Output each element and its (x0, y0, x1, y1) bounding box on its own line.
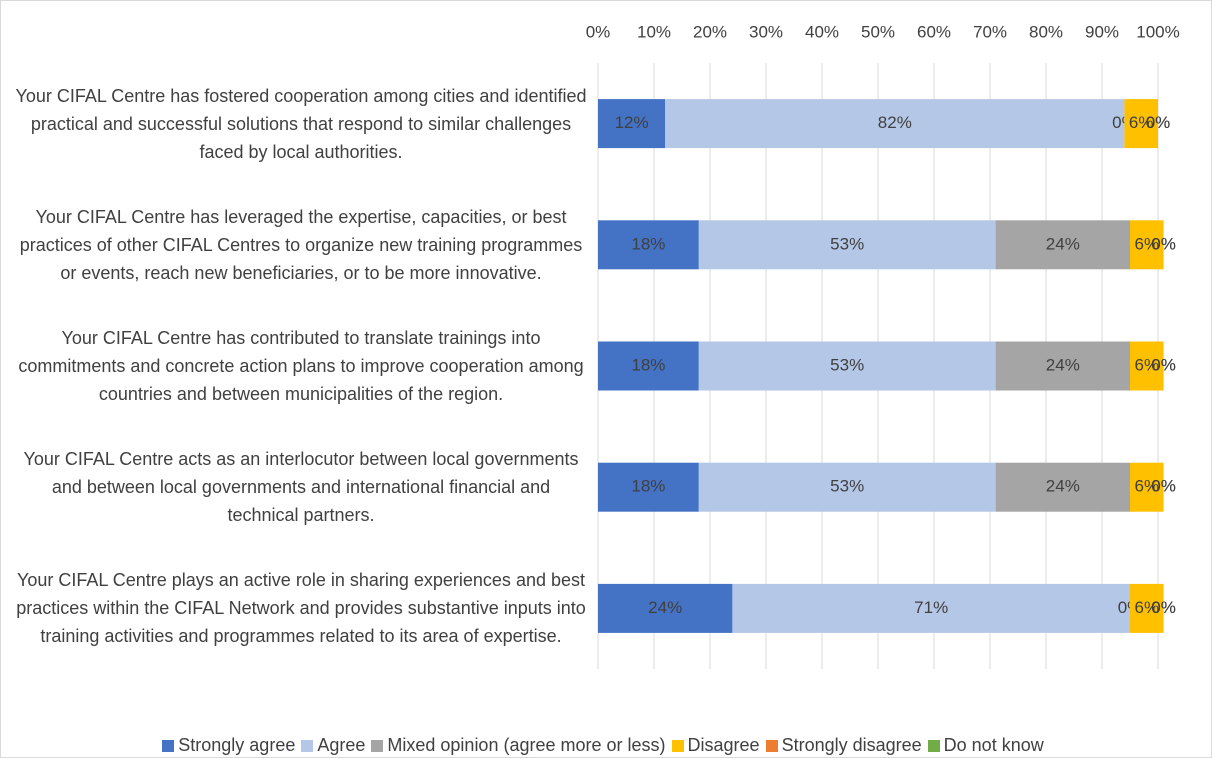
legend-label: Strongly agree (178, 735, 296, 755)
bar-segment (698, 341, 996, 391)
bar-segment (598, 99, 666, 149)
legend-swatch (301, 739, 314, 752)
x-tick-label: 60% (917, 22, 951, 41)
data-label: 0% (1151, 234, 1176, 253)
x-tick-label: 10% (637, 22, 671, 41)
data-label: 6% (1135, 598, 1160, 617)
data-label: 6% (1135, 234, 1160, 253)
bar-segment (1130, 462, 1164, 512)
bar-segment (698, 462, 996, 512)
data-label: 0% (1151, 477, 1176, 496)
category-label: Your CIFAL Centre plays an active role i… (16, 570, 586, 647)
data-label: 6% (1129, 113, 1154, 132)
legend-label: Do not know (943, 735, 1044, 755)
x-tick-label: 40% (805, 22, 839, 41)
x-tick-label: 70% (973, 22, 1007, 41)
data-label: 24% (1046, 234, 1080, 253)
legend-item: Disagree (671, 735, 760, 756)
x-tick-label: 100% (1136, 22, 1179, 41)
data-label: 24% (1046, 355, 1080, 374)
data-label: 18% (631, 234, 665, 253)
data-label: 0% (1151, 598, 1176, 617)
bar-segment (598, 583, 733, 633)
x-tick-label: 20% (693, 22, 727, 41)
legend-swatch (671, 739, 684, 752)
bar-segment (598, 341, 699, 391)
data-label: 0% (1151, 598, 1176, 617)
x-tick-label: 90% (1085, 22, 1119, 41)
legend-item: Strongly disagree (765, 735, 922, 756)
bar-segment (1130, 583, 1164, 633)
data-label: 53% (830, 355, 864, 374)
x-tick-label: 50% (861, 22, 895, 41)
data-label: 0% (1151, 355, 1176, 374)
data-label: 0% (1146, 113, 1171, 132)
category-label: Your CIFAL Centre has contributed to tra… (18, 328, 584, 404)
data-label: 53% (830, 477, 864, 496)
bar-segment (698, 220, 996, 270)
data-label: 6% (1135, 477, 1160, 496)
data-label: 18% (631, 477, 665, 496)
category-label: Your CIFAL Centre acts as an interlocuto… (23, 449, 579, 526)
data-label: 24% (648, 598, 682, 617)
legend-swatch (927, 739, 940, 752)
legend-item: Mixed opinion (agree more or less) (371, 735, 666, 756)
legend-label: Disagree (687, 735, 760, 755)
data-label: 71% (914, 598, 948, 617)
bar-segment (995, 462, 1130, 512)
bar-segment (1124, 99, 1158, 149)
legend-item: Strongly agree (162, 735, 295, 756)
legend-swatch (162, 739, 175, 752)
legend-label: Agree (317, 735, 366, 755)
bar-segment (732, 583, 1130, 633)
legend-swatch (371, 739, 384, 752)
data-label: 6% (1135, 355, 1160, 374)
data-label: 24% (1046, 477, 1080, 496)
legend-item: Agree (301, 735, 365, 756)
data-label: 12% (615, 113, 649, 132)
data-label: 18% (631, 355, 665, 374)
data-label: 0% (1146, 113, 1171, 132)
bar-segment (1130, 220, 1164, 270)
category-label: Your CIFAL Centre has leveraged the expe… (19, 206, 583, 283)
legend-item: Do not know (927, 735, 1044, 756)
legend: Strongly agree Agree Mixed opinion (agree … (1, 735, 1211, 756)
bar-segment (995, 220, 1130, 270)
legend-swatch (765, 739, 778, 752)
x-tick-label: 80% (1029, 22, 1063, 41)
data-label: 0% (1151, 234, 1176, 253)
bar-segment (995, 341, 1130, 391)
bar-segment (598, 220, 699, 270)
x-tick-label: 0% (586, 22, 611, 41)
data-label: 53% (830, 234, 864, 253)
bar-segment (598, 462, 699, 512)
x-tick-label: 30% (749, 22, 783, 41)
bar-segment (1130, 341, 1164, 391)
legend-label: Strongly disagree (781, 735, 922, 755)
bar-segment (665, 99, 1125, 149)
data-label: 82% (878, 113, 912, 132)
data-label: 0% (1151, 355, 1176, 374)
data-label: 0% (1151, 477, 1176, 496)
legend-label: Mixed opinion (agree more or less) (387, 735, 666, 755)
category-label: Your CIFAL Centre has fostered cooperati… (15, 85, 587, 162)
